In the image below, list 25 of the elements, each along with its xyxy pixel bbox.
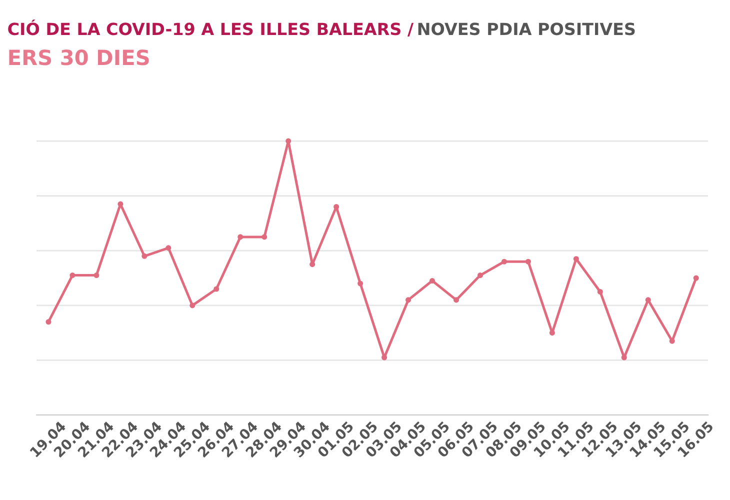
text: ERS 30 DIES	[9, 50, 149, 66]
point	[214, 286, 220, 292]
point	[238, 234, 244, 240]
point	[597, 288, 603, 295]
chart-title: CIÓ DE LA COVID-19 A LES ILLES BALEARS /	[8, 20, 414, 37]
point	[549, 330, 555, 336]
point	[693, 275, 699, 281]
point	[573, 256, 579, 262]
point	[190, 302, 196, 308]
point	[453, 297, 460, 303]
point	[310, 262, 316, 268]
point	[286, 138, 292, 144]
point	[262, 234, 268, 240]
point	[166, 245, 172, 251]
point	[46, 319, 52, 325]
point	[525, 258, 531, 264]
point	[142, 253, 148, 259]
point	[70, 272, 76, 278]
point	[477, 272, 484, 278]
point	[94, 272, 100, 278]
point	[358, 280, 364, 286]
point	[429, 278, 436, 284]
point	[501, 258, 507, 264]
point	[406, 297, 412, 303]
chart-subtitle: NOVES PDIA POSITIVES	[418, 22, 635, 36]
